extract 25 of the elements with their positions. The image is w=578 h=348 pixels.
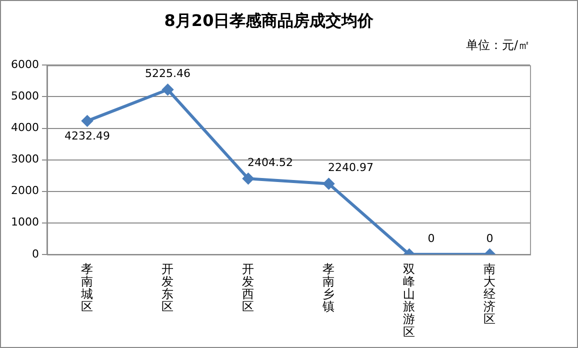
x-tick-label: 孝南城区 xyxy=(80,262,94,314)
y-tick-label: 4000 xyxy=(10,121,39,134)
data-label: 4232.49 xyxy=(64,129,110,142)
x-tick-label: 南大经济区 xyxy=(484,262,496,326)
point xyxy=(162,84,174,96)
data-label: 2240.97 xyxy=(328,161,374,174)
data-label: 5225.46 xyxy=(144,66,190,80)
chart-title: 8月20日孝感商品房成交均价 xyxy=(164,10,375,30)
x-tick-label: 开发东区 xyxy=(162,262,174,314)
y-tick-label: 0 xyxy=(32,247,39,260)
text: 单位：元/㎡ xyxy=(466,38,530,52)
point xyxy=(242,173,254,184)
data-label: 2404.52 xyxy=(247,156,293,169)
point xyxy=(82,115,93,126)
y-tick-label: 6000 xyxy=(10,58,39,72)
point xyxy=(323,178,334,190)
y-tick-label: 1000 xyxy=(10,216,39,229)
data-label: 0 xyxy=(428,232,435,245)
y-tick-label: 3000 xyxy=(10,152,39,166)
x-tick-label: 双峰山旅游区 xyxy=(403,262,416,339)
data-label: 0 xyxy=(486,232,494,245)
y-tick-label: 5000 xyxy=(10,90,39,103)
y-tick-label: 2000 xyxy=(10,184,39,198)
x-tick-label: 孝南乡镇 xyxy=(322,262,335,314)
x-tick-label: 开发西区 xyxy=(242,262,254,314)
